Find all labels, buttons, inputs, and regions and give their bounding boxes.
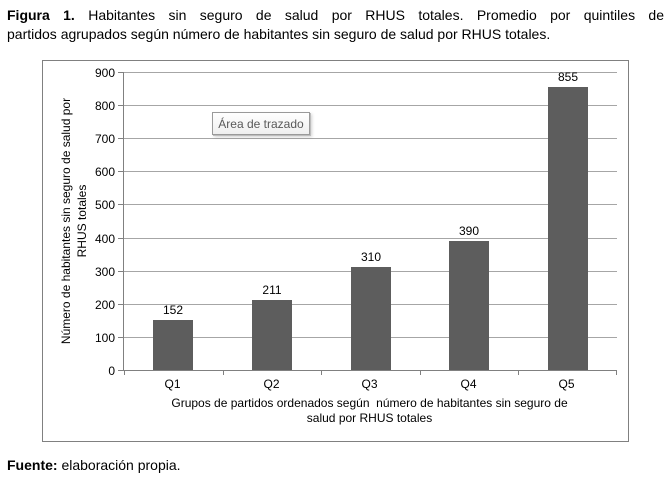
y-axis-tick-mark [118,304,124,305]
y-axis-tick-label: 600 [94,165,115,179]
y-axis-tick-label: 200 [94,298,115,312]
gridline [124,204,617,205]
x-axis-tick-mark [420,370,421,375]
y-axis-tick-label: 900 [94,66,115,80]
x-axis-tick-mark [321,370,322,375]
figure-caption-text: Habitantes sin seguro de salud por RHUS … [88,7,665,23]
y-axis-tick-label: 400 [94,232,115,246]
bar-q2[interactable] [252,300,292,370]
y-axis-tick-mark [118,105,124,106]
gridline [124,138,617,139]
x-axis-tick-mark [124,370,125,375]
bar-q3[interactable] [351,267,391,370]
source-note: Fuente: elaboración propia. [7,457,181,473]
y-axis-tick-label: 100 [94,331,115,345]
gridline [124,238,617,239]
category-label-q1: Q1 [164,377,181,391]
category-label-q4: Q4 [460,377,477,391]
y-axis-tick-labels: 0 100 200 300 400 500 600 700 800 900 [43,66,115,378]
y-axis-tick-mark [118,337,124,338]
source-label: Fuente: [7,457,58,473]
x-axis-tick-mark [616,370,617,375]
data-label-q5: 855 [557,70,579,84]
y-axis-tick-label: 800 [94,99,115,113]
gridline [124,72,617,73]
bar-q5[interactable] [548,87,588,370]
x-axis-category-labels: Q1 Q2 Q3 Q4 Q5 [123,377,616,393]
gridline [124,105,617,106]
category-label-q2: Q2 [263,377,280,391]
x-axis-tick-mark [518,370,519,375]
y-axis-tick-mark [118,138,124,139]
figure-caption-line1: Figura 1. Habitantes sin seguro de salud… [7,6,664,25]
data-label-q4: 390 [458,224,480,238]
bar-q4[interactable] [449,241,489,370]
y-axis-tick-label: 500 [94,198,115,212]
category-label-q3: Q3 [361,377,378,391]
data-label-q2: 211 [262,283,282,297]
figure-number-label: Figura 1. [7,7,75,23]
data-label-q3: 310 [360,250,382,264]
bar-q1[interactable] [153,320,193,370]
gridline [124,171,617,172]
y-axis-tick-mark [118,370,124,371]
x-axis-tick-mark [223,370,224,375]
y-axis-tick-mark [118,171,124,172]
plot-area[interactable]: 152 211 310 390 855 [118,70,617,375]
y-axis-tick-mark [118,271,124,272]
source-text: elaboración propia. [61,457,181,473]
x-axis-title: Grupos de partidos ordenados según númer… [171,396,568,425]
y-axis-tick-mark [118,204,124,205]
y-axis-tick-mark [118,238,124,239]
category-label-q5: Q5 [558,377,575,391]
plot-area-tooltip: Área de trazado [212,112,310,135]
figure-caption-line2: partidos agrupados según número de habit… [7,26,551,42]
data-label-q1: 152 [162,303,184,317]
y-axis-tick-label: 300 [94,265,115,279]
y-axis-tick-label: 700 [94,132,115,146]
chart-frame[interactable]: Número de habitantes sin seguro de salud… [42,60,629,442]
plot-area-tooltip-text: Área de trazado [218,116,304,131]
y-axis-tick-label: 0 [108,364,115,378]
figure-caption: Figura 1. Habitantes sin seguro de salud… [7,6,664,44]
y-axis-tick-mark [118,72,124,73]
